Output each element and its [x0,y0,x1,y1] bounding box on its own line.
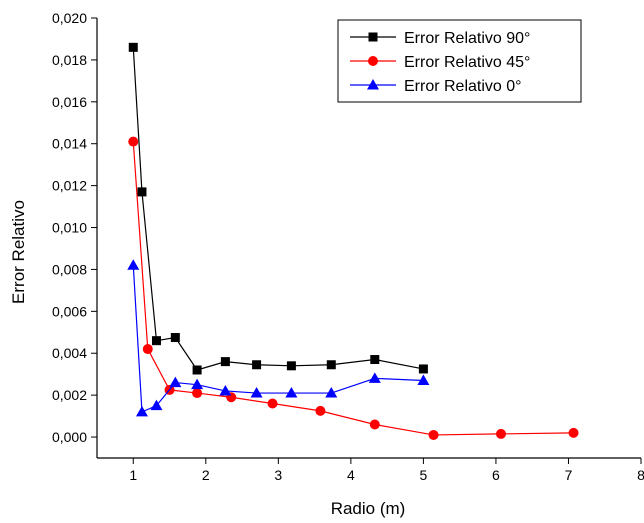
y-ticks: 0,000 0,002 0,004 0,006 0,008 0,010 0,012 0,014… [52,10,97,445]
data-point [142,344,153,355]
y-tick-label: 0,020 [52,10,87,26]
y-tick-label: 0,002 [52,387,87,403]
data-point [368,372,381,383]
y-axis-title: Error Relativo [9,200,28,304]
y-tick-label: 0,014 [52,136,87,152]
data-point [170,333,180,343]
y-tick-label: 0,000 [52,429,87,445]
legend-marker [368,56,378,66]
data-point [127,259,140,270]
data-point [568,427,579,438]
data-point [191,378,204,390]
data-point [151,336,161,346]
data-point [370,355,380,365]
data-point [418,364,428,374]
data-point [369,419,380,430]
data-point [315,405,326,416]
data-point [137,187,147,197]
legend-items: Error Relativo 90° Error Relativo 45° Erro… [350,30,530,95]
series-triangle [127,259,430,417]
x-tick-label: 2 [202,467,210,483]
legend: Error Relativo 90° Error Relativo 45° Erro… [337,19,582,103]
data-point [326,360,336,370]
data-point [128,42,138,52]
series-layer [127,42,579,440]
data-point [220,357,230,367]
legend-marker [367,79,379,90]
y-tick-label: 0,010 [52,220,87,236]
data-point [267,398,278,409]
series-circle [128,136,579,440]
y-tick-label: 0,018 [52,52,87,68]
y-tick-label: 0,006 [52,303,87,319]
data-point [150,399,163,411]
x-tick-label: 4 [347,467,355,483]
data-point [192,365,202,375]
data-point [285,387,298,398]
data-point [250,387,263,398]
y-tick-label: 0,004 [52,345,87,361]
data-point [192,388,203,399]
data-point [496,428,507,439]
x-tick-label: 3 [274,467,282,483]
y-tick-label: 0,016 [52,94,87,110]
x-tick-label: 8 [637,467,644,483]
data-point [219,384,232,396]
data-point [169,376,182,388]
legend-label: Error Relativo 45° [404,54,530,71]
x-tick-label: 6 [492,467,500,483]
x-ticks: 1 2 3 4 5 6 7 8 [129,458,644,483]
series-square [128,42,428,375]
legend-marker [368,32,378,42]
legend-label: Error Relativo 0° [404,78,522,95]
x-tick-label: 5 [420,467,428,483]
y-tick-label: 0,008 [52,261,87,277]
data-point [417,374,430,385]
legend-label: Error Relativo 90° [404,30,530,47]
data-point [135,405,148,417]
data-point [325,387,338,398]
x-tick-label: 1 [129,467,137,483]
data-point [428,429,439,440]
data-point [286,361,296,371]
data-point [252,360,262,370]
data-point [128,136,139,147]
x-axis-title: Radio (m) [331,499,406,518]
x-tick-label: 7 [565,467,573,483]
plot-area [96,18,641,459]
y-tick-label: 0,012 [52,178,87,194]
